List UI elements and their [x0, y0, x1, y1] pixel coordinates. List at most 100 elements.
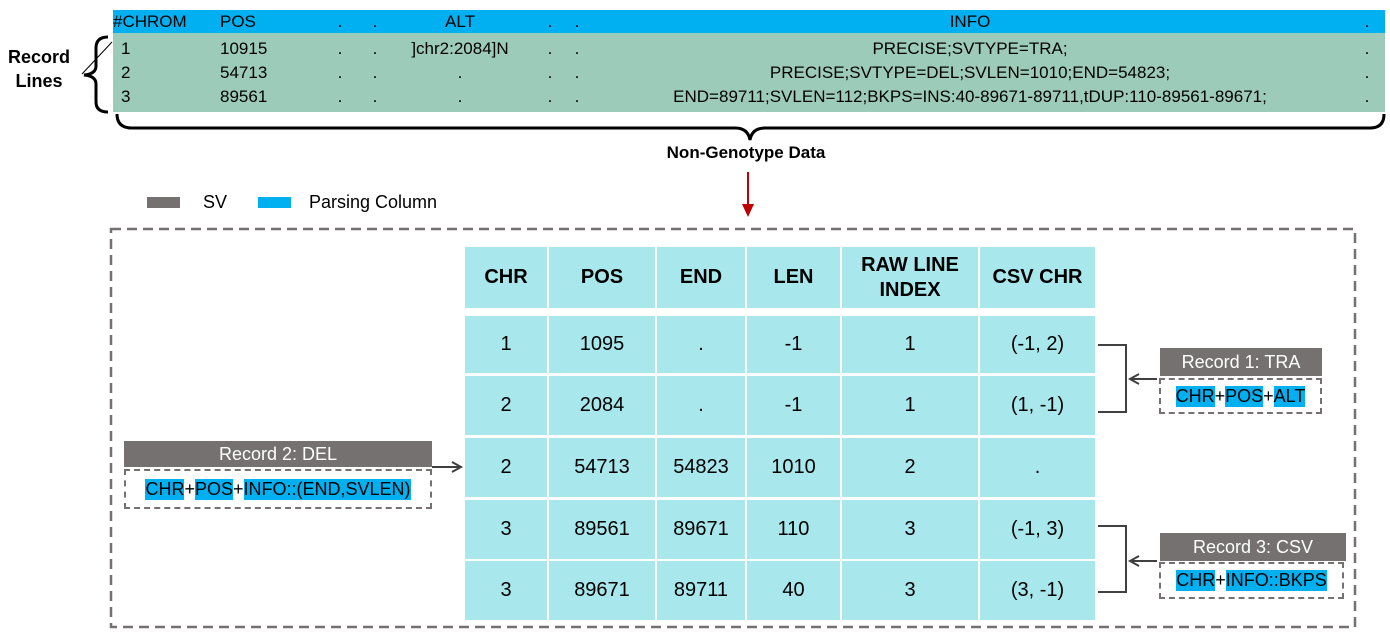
table-cell: 89711 [657, 561, 745, 620]
table-header-cell: CSV CHR [980, 247, 1095, 308]
table-cell: 1 [842, 316, 978, 373]
vcf-cell: . [337, 87, 343, 106]
down-arrow-head [742, 204, 754, 217]
vcf-cell: 10915 [220, 39, 268, 58]
plus-sign: + [232, 478, 244, 499]
record-3-title: Record 3: CSV [1160, 533, 1346, 561]
table-cell: 89561 [549, 500, 655, 559]
table-cell: 1010 [747, 438, 840, 497]
table-cell: 3 [465, 561, 547, 620]
table-cell: 110 [747, 500, 840, 559]
table-cell: 3 [465, 500, 547, 559]
parsing-column-token: CHR [145, 478, 185, 500]
vcf-cell: 2 [121, 63, 131, 82]
table-cell: -1 [747, 316, 840, 373]
vcf-record-rows [113, 33, 1385, 112]
parsing-column-token: INFO::(END,SVLEN) [243, 478, 411, 500]
table-cell: 2 [465, 376, 547, 435]
parsing-column-token: CHR [1176, 570, 1216, 591]
table-cell: 40 [747, 561, 840, 620]
vcf-cell: . [1364, 87, 1370, 106]
vcf-cell: . [574, 87, 580, 106]
arrow-right-icon [451, 461, 464, 473]
parsing-column-token: POS [1225, 385, 1264, 407]
vcf-cell: . [1364, 39, 1370, 58]
plus-sign: + [1215, 570, 1226, 590]
vcf-cell: 1 [121, 39, 131, 58]
vcf-header-cell: POS [220, 12, 256, 31]
vcf-cell: . [1364, 63, 1370, 82]
table-cell: 3 [842, 500, 978, 559]
vcf-header-row [113, 10, 1385, 33]
vcf-cell: . [574, 63, 580, 82]
non-genotype-brace [115, 113, 1386, 141]
table-cell: (-1, 3) [980, 500, 1095, 559]
vcf-header-cell: #CHROM [113, 12, 187, 31]
vcf-cell: END=89711;SVLEN=112;BKPS=INS:40-89671-89… [673, 87, 1267, 106]
table-header-cell: POS [549, 247, 655, 308]
table-cell: . [980, 438, 1095, 497]
vcf-cell: PRECISE;SVTYPE=TRA; [872, 39, 1068, 58]
vcf-header-cell: . [574, 12, 580, 31]
legend-label-sv: SV [203, 192, 228, 212]
vcf-cell: . [372, 63, 378, 82]
table-cell: 3 [842, 561, 978, 620]
vcf-cell: . [547, 63, 553, 82]
table-header-cell: CHR [465, 247, 547, 308]
legend-label-parsing: Parsing Column [309, 192, 438, 212]
table-cell: . [657, 376, 745, 435]
legend-swatch-parsing [258, 197, 291, 208]
parsing-column-token: POS [194, 478, 233, 500]
plus-sign: + [1214, 385, 1226, 406]
plus-sign: + [184, 478, 195, 499]
non-genotype-label: Non-Genotype Data [666, 143, 826, 162]
record-lines-brace [83, 35, 109, 114]
vcf-cell: . [372, 39, 378, 58]
brace-pointer-line [81, 41, 113, 75]
arrow-left-icon [1127, 555, 1140, 567]
table-cell: (-1, 2) [980, 316, 1095, 373]
vcf-cell: . [337, 39, 343, 58]
table-header-cell: END [657, 247, 745, 308]
vcf-cell: . [574, 39, 580, 58]
vcf-cell: . [547, 39, 553, 58]
parsing-column-token: ALT [1273, 385, 1306, 407]
vcf-cell: PRECISE;SVTYPE=DEL;SVLEN=1010;END=54823; [769, 63, 1171, 82]
vcf-cell: . [457, 87, 463, 106]
vcf-header-cell: . [1364, 12, 1370, 31]
table-cell: 89671 [657, 500, 745, 559]
table-cell: 1095 [549, 316, 655, 373]
table-cell: 2 [465, 438, 547, 497]
vcf-cell: . [547, 87, 553, 106]
table-cell: 2084 [549, 376, 655, 435]
vcf-header-cell: INFO [949, 12, 991, 31]
vcf-cell: . [337, 63, 343, 82]
table-cell: 89671 [549, 561, 655, 620]
table-cell: 1 [465, 316, 547, 373]
vcf-cell: ]chr2:2084]N [411, 39, 509, 58]
vcf-cell: . [457, 63, 463, 82]
vcf-cell: . [372, 87, 378, 106]
record-3-formula: CHR + INFO::BKPS [1159, 562, 1344, 599]
table-cell: -1 [747, 376, 840, 435]
legend-swatch-sv [147, 197, 180, 208]
table-cell: 54713 [549, 438, 655, 497]
table-header-cell: RAW LINE INDEX [842, 247, 978, 308]
vcf-header-cell: ALT [445, 12, 475, 31]
record-2-title: Record 2: DEL [124, 441, 432, 467]
record-2-formula: CHR + POS + INFO::(END,SVLEN) [124, 469, 432, 509]
vcf-cell: 89561 [220, 87, 268, 106]
vcf-cell: 54713 [220, 63, 268, 82]
vcf-header-cell: . [547, 12, 553, 31]
table-header-cell: LEN [747, 247, 840, 308]
arrow-left-icon [1127, 373, 1140, 385]
dashed-container [109, 227, 1357, 629]
record-1-formula: CHR + POS + ALT [1159, 378, 1322, 414]
parsing-column-token: INFO::BKPS [1225, 570, 1327, 591]
plus-sign: + [1263, 385, 1274, 406]
table-cell: (3, -1) [980, 561, 1095, 620]
vcf-cell: 3 [121, 87, 131, 106]
parsing-column-token: CHR [1175, 385, 1215, 407]
table-cell: (1, -1) [980, 376, 1095, 435]
